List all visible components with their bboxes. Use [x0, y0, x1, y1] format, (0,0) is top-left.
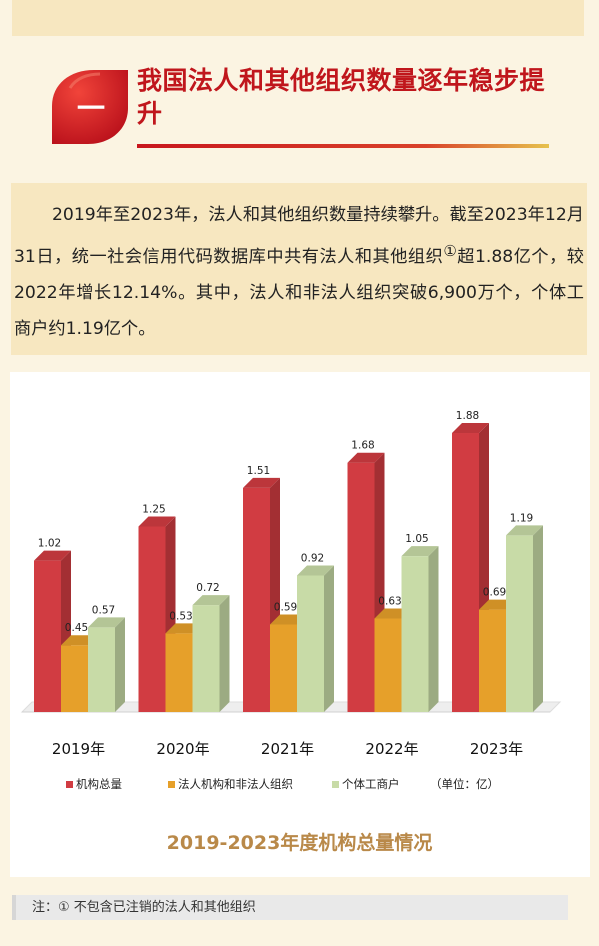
- footnote-marker[interactable]: ①: [443, 242, 458, 260]
- bar-legal-3: [374, 618, 402, 712]
- data-label-total-2: 1.51: [247, 465, 270, 477]
- bar-individual-3: [401, 556, 429, 712]
- data-label-total-0: 1.02: [38, 538, 61, 550]
- bar-top-individual-0: [88, 617, 125, 628]
- bar-top-individual-4: [506, 525, 543, 536]
- data-label-individual-4: 1.19: [510, 512, 533, 524]
- x-tick-label-1: 2020年: [156, 740, 209, 758]
- intro-text-part2: 超1.88亿个，较2022年增长12.14%。其中，法人和非法人组织突破6,90…: [14, 247, 584, 339]
- bar-legal-2: [270, 624, 297, 712]
- data-label-legal-0: 0.45: [65, 622, 88, 634]
- bar-side-individual-0: [115, 617, 125, 712]
- bar-individual-4: [506, 535, 533, 712]
- bar-top-total-3: [347, 452, 385, 463]
- data-label-total-4: 1.88: [456, 410, 479, 422]
- chart-title: 2019-2023年度机构总量情况: [166, 832, 433, 854]
- bar-legal-1: [165, 633, 193, 712]
- bar-top-individual-3: [401, 546, 439, 557]
- legend-swatch-individual: [332, 781, 339, 788]
- bar-total-1: [138, 526, 166, 712]
- bar-side-individual-2: [324, 565, 334, 712]
- data-label-legal-3: 0.63: [378, 596, 401, 608]
- intro-panel: [11, 183, 587, 355]
- x-tick-label-3: 2022年: [365, 740, 418, 758]
- data-label-total-3: 1.68: [351, 440, 374, 452]
- bar-top-total-1: [138, 516, 176, 527]
- data-label-total-1: 1.25: [142, 504, 165, 516]
- data-label-individual-0: 0.57: [92, 604, 115, 616]
- bar-total-4: [452, 433, 479, 712]
- intro-paragraph: 2019年至2023年，法人和其他组织数量持续攀升。截至2023年12月31日，…: [14, 197, 584, 347]
- title-underline: [137, 144, 549, 148]
- bar-top-individual-2: [297, 565, 334, 576]
- section-number: 一: [77, 92, 105, 125]
- data-label-individual-3: 1.05: [405, 533, 428, 545]
- data-label-individual-1: 0.72: [196, 582, 219, 594]
- bar-total-2: [243, 487, 270, 712]
- section-title: 我国法人和其他组织数量逐年稳步提升: [137, 66, 546, 128]
- bar-individual-2: [297, 575, 324, 712]
- bar-individual-0: [88, 627, 115, 712]
- top-band: [12, 0, 584, 36]
- data-label-individual-2: 0.92: [301, 552, 324, 564]
- bar-total-0: [34, 560, 61, 712]
- footnote: 注：① 不包含已注销的法人和其他组织: [12, 895, 568, 920]
- bar-individual-1: [192, 605, 220, 712]
- bar-top-individual-1: [192, 595, 230, 606]
- bar-side-individual-1: [219, 595, 230, 712]
- intro-text-part1: 2019年至2023年，法人和其他组织数量持续攀升。截至2023年12月31日，…: [14, 205, 584, 267]
- section-number-badge: 一: [52, 70, 128, 144]
- x-tick-label-0: 2019年: [52, 740, 105, 758]
- x-tick-label-4: 2023年: [470, 740, 523, 758]
- legend-label-individual: 个体工商户: [342, 777, 400, 791]
- unit-label: （单位：亿）: [430, 777, 499, 791]
- bar-side-individual-3: [428, 546, 439, 712]
- bar-legal-0: [61, 645, 88, 712]
- data-label-legal-4: 0.69: [483, 587, 506, 599]
- bar-top-total-4: [452, 423, 489, 434]
- bar-legal-4: [479, 609, 506, 712]
- legend-label-legal: 法人机构和非法人组织: [178, 777, 293, 791]
- bar-chart: 1.02 0.45 0.57 2019年 1.25 0.53 0.72 2020年 1.51 0.…: [20, 410, 562, 791]
- legend-swatch-total: [66, 781, 73, 788]
- bar-side-individual-4: [533, 525, 543, 712]
- chart-card: 1.02 0.45 0.57 2019年 1.25 0.53 0.72 2020年 1.51 0.…: [10, 372, 590, 877]
- x-tick-label-2: 2021年: [261, 740, 314, 758]
- bar-total-3: [347, 462, 375, 712]
- legend-label-total: 机构总量: [76, 777, 122, 791]
- legend-swatch-legal: [168, 781, 175, 788]
- bar-top-total-0: [34, 550, 71, 561]
- bar-top-total-2: [243, 477, 280, 488]
- data-label-legal-1: 0.53: [169, 610, 192, 622]
- data-label-legal-2: 0.59: [274, 601, 297, 613]
